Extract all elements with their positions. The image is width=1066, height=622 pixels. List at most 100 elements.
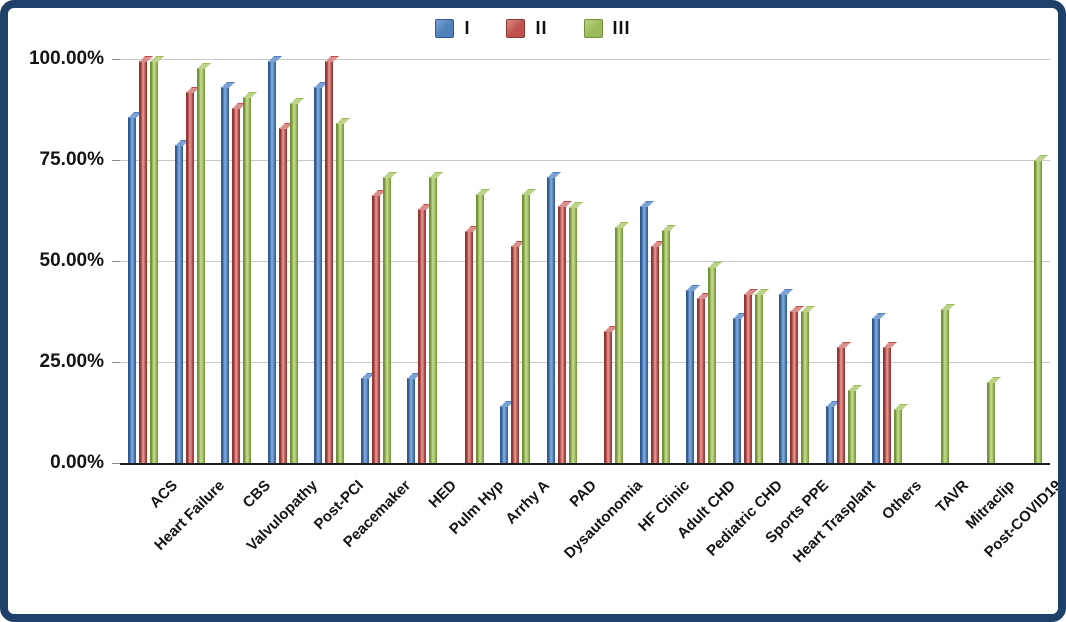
bar-group xyxy=(446,59,493,463)
x-category-label: Arrhy A xyxy=(502,477,554,528)
bar-group xyxy=(1004,59,1051,463)
series-2-swatch-icon xyxy=(506,19,526,38)
gridline xyxy=(120,261,1050,262)
legend-item-series-2: II xyxy=(506,18,547,39)
bar-series-ii xyxy=(418,204,433,463)
legend-item-series-1: I xyxy=(435,18,470,39)
bar-series-iii xyxy=(289,98,304,463)
bar-series-iii xyxy=(522,189,537,463)
y-tick-label: 100.00% xyxy=(28,48,104,69)
bar-series-i xyxy=(872,312,887,463)
y-axis: 100.00% 75.00% 50.00% 25.00% 0.00% xyxy=(8,48,120,473)
bar-series-iii xyxy=(382,171,397,463)
series-1-label: I xyxy=(464,18,471,38)
bar-top-face xyxy=(847,384,862,391)
bar-series-ii xyxy=(790,306,805,463)
y-tick-mark xyxy=(112,58,120,60)
bar-series-iii xyxy=(894,403,909,463)
series-3-swatch-icon xyxy=(583,19,603,38)
bar-top-face xyxy=(150,56,165,63)
bar-series-iii xyxy=(847,384,862,463)
bar-group xyxy=(957,59,1004,463)
gridline xyxy=(120,59,1050,60)
bar-top-face xyxy=(382,171,397,178)
bar-top-face xyxy=(243,91,258,98)
bar-series-iii xyxy=(1033,155,1048,463)
bar-top-face xyxy=(894,403,909,410)
x-axis-labels: ACS Heart Failure CBS Valvulopathy Post-PCI P… xyxy=(120,465,1058,614)
x-category-label: ACS xyxy=(146,477,182,512)
bar-series-i xyxy=(407,373,422,463)
bar-top-face xyxy=(686,285,701,292)
bar-series-ii xyxy=(836,342,851,463)
bar-group xyxy=(632,59,679,463)
bar-series-i xyxy=(546,172,561,463)
x-category-label: Heart Trasplant xyxy=(789,477,879,567)
bar-series-ii xyxy=(232,103,247,463)
bar-group xyxy=(213,59,260,463)
bar-top-face xyxy=(872,312,887,319)
bar-series-iii xyxy=(940,304,955,463)
bar-group xyxy=(725,59,772,463)
bar-series-iii xyxy=(336,118,351,463)
bar-series-iii xyxy=(568,201,583,463)
bar-series-i xyxy=(500,401,515,463)
x-category-label: HED xyxy=(425,477,461,512)
bar-top-face xyxy=(325,56,340,63)
bar-series-i xyxy=(732,313,747,463)
bar-top-face xyxy=(429,171,444,178)
bar-series-iii xyxy=(801,306,816,463)
y-tick-mark xyxy=(112,361,120,363)
bar-series-i xyxy=(221,82,236,463)
bar-series-i xyxy=(639,200,654,463)
bar-top-face xyxy=(267,56,282,63)
bar-top-face xyxy=(221,82,236,89)
x-category-label: Others xyxy=(879,477,926,524)
gridline xyxy=(120,160,1050,161)
bar-series-ii xyxy=(278,122,293,463)
series-3-label: III xyxy=(612,18,631,38)
bar-top-face xyxy=(639,200,654,207)
bar-series-i xyxy=(825,401,840,463)
y-tick-label: 0.00% xyxy=(50,452,104,473)
bar-series-i xyxy=(128,111,143,463)
bar-series-iii xyxy=(754,288,769,463)
bar-top-face xyxy=(568,201,583,208)
bar-series-i xyxy=(360,373,375,463)
y-tick-mark xyxy=(112,159,120,161)
bar-top-face xyxy=(475,189,490,196)
bar-series-iii xyxy=(429,171,444,463)
y-tick-label: 75.00% xyxy=(39,149,104,170)
bar-top-face xyxy=(615,222,630,229)
bar-top-face xyxy=(1033,155,1048,162)
x-category-label: CBS xyxy=(239,477,275,512)
bar-top-face xyxy=(940,304,955,311)
bar-series-iii xyxy=(196,62,211,463)
bar-groups xyxy=(120,56,1051,463)
bar-group xyxy=(585,59,632,463)
bar-series-ii xyxy=(604,325,619,463)
bar-group xyxy=(864,59,911,463)
series-1-swatch-icon xyxy=(435,19,455,38)
bar-group xyxy=(678,59,725,463)
x-category-label: PAD xyxy=(566,477,600,511)
bar-group xyxy=(399,59,446,463)
bar-series-ii xyxy=(464,225,479,463)
bar-top-face xyxy=(289,98,304,105)
y-tick-mark xyxy=(112,462,120,464)
bar-top-face xyxy=(546,172,561,179)
bar-series-iii xyxy=(475,189,490,463)
bar-series-iii xyxy=(150,56,165,463)
bar-series-i xyxy=(174,140,189,463)
bar-series-iii xyxy=(708,262,723,463)
bar-top-face xyxy=(708,262,723,269)
bar-group xyxy=(306,56,353,463)
bar-series-iii xyxy=(987,377,1002,463)
bar-series-ii xyxy=(650,241,665,463)
bar-group xyxy=(539,59,586,463)
bar-group xyxy=(771,59,818,463)
bar-series-i xyxy=(314,82,329,463)
bar-group xyxy=(911,59,958,463)
bar-series-ii xyxy=(371,189,386,463)
